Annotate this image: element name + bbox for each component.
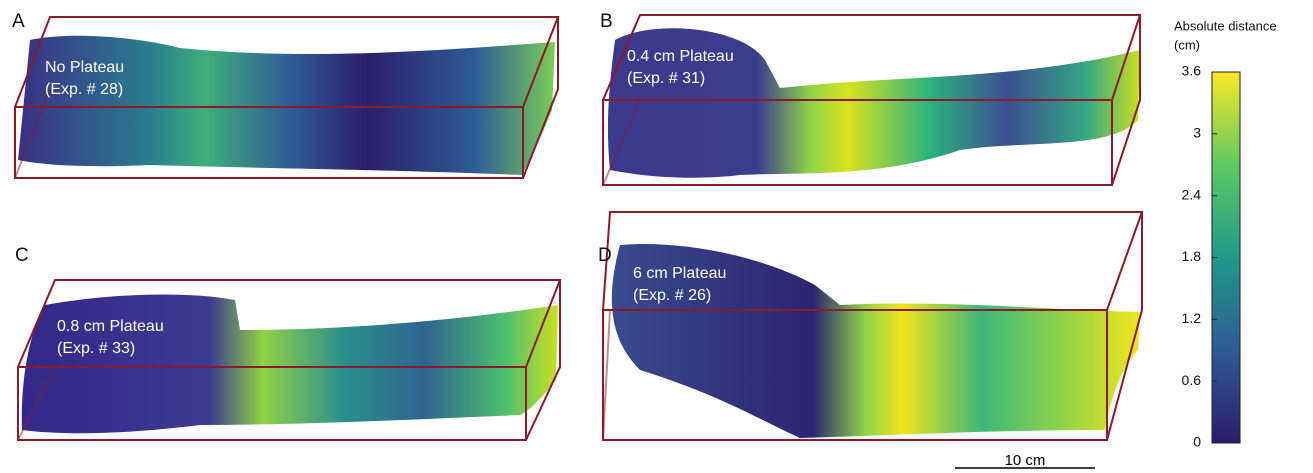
figure: A No Plateau (Exp. # 28) B 0.4 cm Plateau (Ex… — [0, 0, 1313, 473]
panel-caption: 0.8 cm Plateau — [57, 318, 164, 335]
colorbar-tick-label: 3.6 — [1182, 63, 1202, 79]
panel: D 6 cm Plateau (Exp. # 26) — [598, 212, 1142, 440]
panel-caption: 6 cm Plateau — [633, 265, 726, 282]
panel-letter: B — [600, 11, 613, 32]
panel-caption: No Plateau — [45, 59, 124, 76]
colorbar-tick-label: 0 — [1193, 434, 1201, 450]
scale-bar-label: 10 cm — [1005, 452, 1046, 469]
colorbar: Absolute distance (cm) 0 0.6 1.2 1.8 2.4 3 3.6 — [1174, 18, 1277, 449]
panel-caption: (Exp. # 28) — [45, 81, 123, 98]
colorbar-tick-label: 1.8 — [1182, 248, 1202, 264]
panel-letter: C — [15, 245, 29, 266]
panel-caption: (Exp. # 26) — [633, 287, 711, 304]
colorbar-tick-label: 0.6 — [1182, 372, 1202, 388]
panel-caption: (Exp. # 33) — [57, 340, 135, 357]
panel: A No Plateau (Exp. # 28) — [12, 11, 558, 178]
panels: A No Plateau (Exp. # 28) B 0.4 cm Plateau (Ex… — [12, 11, 1142, 440]
box-edge — [603, 310, 610, 440]
panel: C 0.8 cm Plateau (Exp. # 33) — [15, 245, 560, 440]
panel-caption: 0.4 cm Plateau — [627, 48, 734, 65]
point-cloud — [18, 36, 555, 175]
colorbar-tick-label: 3 — [1193, 125, 1201, 141]
panel-letter: D — [598, 245, 612, 266]
panel: B 0.4 cm Plateau (Exp. # 31) — [600, 11, 1140, 185]
colorbar-tick-label: 1.2 — [1182, 310, 1202, 326]
colorbar-tick-label: 2.4 — [1182, 186, 1202, 202]
panel-caption: (Exp. # 31) — [627, 70, 705, 87]
point-cloud — [22, 295, 558, 434]
panel-letter: A — [12, 11, 25, 32]
colorbar-title: (cm) — [1174, 37, 1200, 52]
colorbar-title: Absolute distance — [1174, 18, 1277, 33]
